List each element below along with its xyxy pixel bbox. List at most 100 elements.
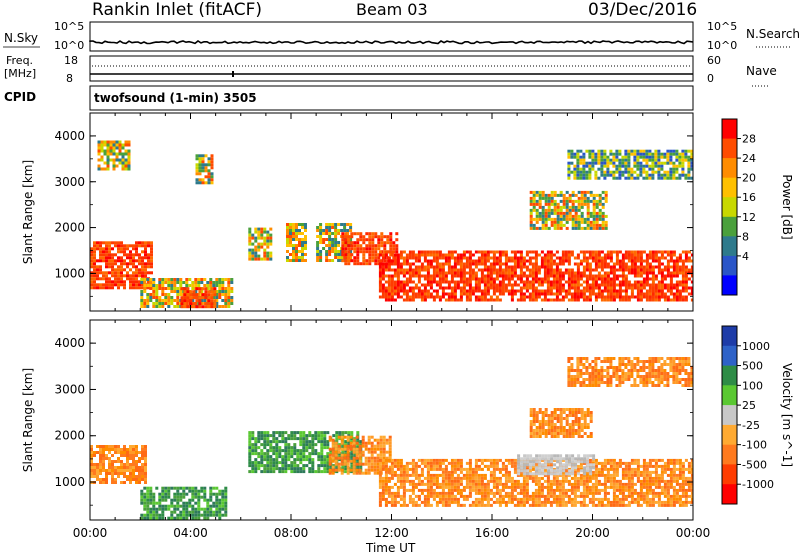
range-cell xyxy=(663,170,667,174)
range-cell xyxy=(335,440,339,444)
range-cell xyxy=(189,290,193,294)
range-cell xyxy=(597,265,601,269)
range-cell xyxy=(597,167,601,171)
range-cell xyxy=(393,253,397,257)
range-cell xyxy=(343,444,347,448)
range-cell xyxy=(210,181,214,185)
range-cell xyxy=(378,461,382,465)
range-cell xyxy=(588,152,592,156)
range-cell xyxy=(108,280,111,284)
range-cell xyxy=(191,498,195,502)
range-cell xyxy=(105,259,108,263)
range-cell xyxy=(564,292,568,296)
range-cell xyxy=(278,440,282,444)
range-cell xyxy=(340,229,344,232)
range-cell xyxy=(547,205,551,209)
range-cell xyxy=(182,495,186,499)
range-cell xyxy=(615,155,619,159)
range-cell xyxy=(93,469,96,472)
range-cell xyxy=(198,160,202,164)
range-cell xyxy=(531,467,535,471)
range-cell xyxy=(384,295,388,299)
range-cell xyxy=(592,217,596,221)
range-cell xyxy=(429,265,433,269)
range-cell xyxy=(215,510,219,514)
range-cell xyxy=(684,152,688,156)
range-cell xyxy=(624,149,628,153)
range-cell xyxy=(559,193,563,197)
range-cell xyxy=(486,500,490,504)
range-cell xyxy=(206,498,210,502)
range-cell xyxy=(586,223,590,227)
range-cell xyxy=(301,250,304,253)
range-cell xyxy=(108,445,111,448)
range-cell xyxy=(480,280,484,284)
range-cell xyxy=(382,444,386,448)
range-cell xyxy=(522,497,526,501)
range-cell xyxy=(143,504,147,508)
range-cell xyxy=(546,253,550,257)
range-cell xyxy=(603,161,607,165)
range-cell xyxy=(564,268,568,272)
range-cell xyxy=(492,494,496,498)
range-cell xyxy=(546,473,550,477)
range-cell xyxy=(378,497,382,501)
range-cell xyxy=(382,453,386,457)
range-cell xyxy=(447,265,451,269)
range-cell xyxy=(504,253,508,257)
range-cell xyxy=(516,256,520,260)
range-cell xyxy=(426,250,430,254)
range-cell xyxy=(576,253,580,257)
range-cell xyxy=(289,232,292,235)
range-cell xyxy=(149,278,153,281)
range-cell xyxy=(93,286,96,290)
range-cell xyxy=(423,253,427,257)
range-cell xyxy=(266,455,270,459)
range-cell xyxy=(534,286,538,290)
range-cell xyxy=(540,256,544,260)
range-cell xyxy=(474,274,478,278)
range-cell xyxy=(426,476,430,480)
range-cell xyxy=(657,283,661,287)
range-cell xyxy=(319,250,323,253)
range-cell xyxy=(684,283,688,287)
range-cell xyxy=(477,277,481,281)
range-cell xyxy=(598,214,602,218)
range-cell xyxy=(535,202,539,206)
range-cell xyxy=(230,290,234,293)
range-cell xyxy=(618,176,622,180)
range-cell xyxy=(383,241,387,245)
range-cell xyxy=(167,305,171,308)
range-cell xyxy=(450,286,454,290)
range-cell xyxy=(672,265,676,269)
range-cell xyxy=(544,220,548,224)
range-cell xyxy=(612,274,616,278)
range-cell xyxy=(405,488,409,492)
range-cell xyxy=(260,431,264,435)
range-cell xyxy=(390,500,394,504)
range-cell xyxy=(531,262,535,266)
range-cell xyxy=(105,478,108,481)
range-cell xyxy=(146,516,150,520)
range-cell xyxy=(129,448,132,451)
range-cell xyxy=(675,259,679,263)
range-cell xyxy=(138,280,141,284)
range-cell xyxy=(477,289,481,293)
range-cell xyxy=(592,211,596,215)
range-cell xyxy=(185,278,189,281)
range-cell xyxy=(158,287,162,290)
range-cell xyxy=(121,164,125,168)
range-cell xyxy=(480,458,484,462)
range-cell xyxy=(588,286,592,290)
range-cell xyxy=(390,464,394,468)
range-cell xyxy=(450,268,454,272)
range-cell xyxy=(373,450,377,454)
range-cell xyxy=(405,259,409,263)
range-cell xyxy=(173,287,177,290)
range-cell xyxy=(543,295,547,299)
range-cell xyxy=(459,479,463,483)
range-cell xyxy=(108,262,111,266)
range-cell xyxy=(257,467,261,471)
range-cell xyxy=(337,465,341,469)
range-cell xyxy=(355,456,359,460)
